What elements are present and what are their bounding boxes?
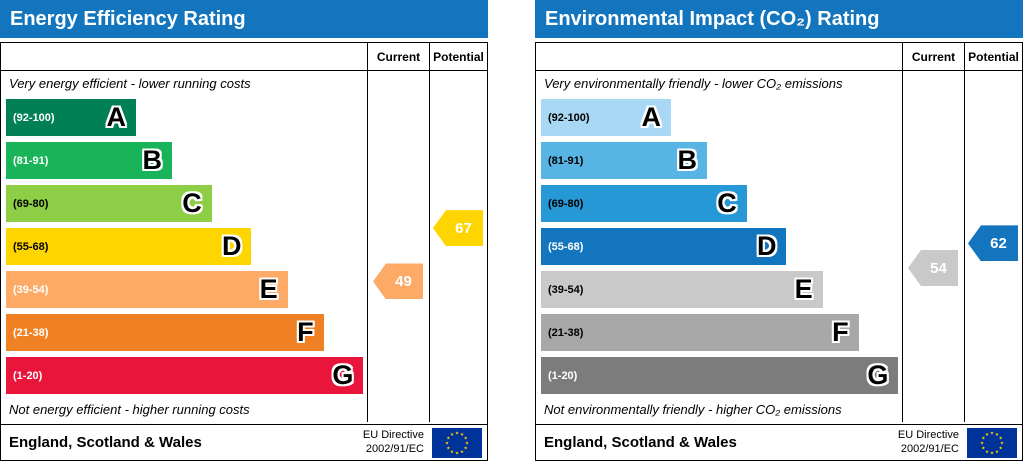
band-row: (81-91) B bbox=[536, 139, 902, 182]
footer-row: England, Scotland & Wales EU Directive 2… bbox=[536, 424, 1022, 460]
band-letter: A bbox=[106, 102, 126, 132]
top-caption: Very environmentally friendly - lower CO… bbox=[544, 76, 843, 91]
current-column bbox=[902, 71, 964, 422]
band-letter: D bbox=[756, 231, 777, 261]
band-bar: (39-54) E bbox=[6, 271, 288, 308]
band-bar: (81-91) B bbox=[541, 142, 708, 179]
band-bar: (21-38) F bbox=[541, 314, 859, 351]
band-row: (69-80) C bbox=[536, 182, 902, 225]
bottom-caption: Not environmentally friendly - higher CO… bbox=[544, 402, 842, 417]
rating-body: Very environmentally friendly - lower CO… bbox=[536, 71, 1022, 424]
band-bar: (69-80) C bbox=[541, 185, 747, 222]
eu-directive-label: EU Directive 2002/91/EC bbox=[363, 429, 424, 457]
band-letter: F bbox=[297, 317, 314, 347]
current-rating-value: 49 bbox=[395, 272, 412, 290]
band-range-label: (21-38) bbox=[13, 326, 49, 339]
band-range-label: (69-80) bbox=[13, 197, 49, 210]
band-letter: D bbox=[221, 231, 242, 261]
band-range-label: (92-100) bbox=[548, 111, 590, 124]
eu-directive-line1: EU Directive bbox=[362, 428, 424, 441]
band-range-label: (69-80) bbox=[548, 197, 584, 210]
band-letter: C bbox=[717, 188, 737, 218]
band-bar: (21-38) F bbox=[6, 314, 324, 351]
rating-table: Current Potential Very environmentally f… bbox=[535, 42, 1023, 461]
band-letter: A bbox=[641, 102, 661, 132]
bottom-caption: Not energy efficient - higher running co… bbox=[9, 402, 250, 417]
potential-column-header: Potential bbox=[429, 43, 487, 70]
band-row: (55-68) D bbox=[1, 225, 367, 268]
band-range-label: (39-54) bbox=[13, 283, 49, 296]
potential-rating-value: 67 bbox=[455, 219, 472, 237]
eu-flag-icon bbox=[432, 427, 482, 458]
band-row: (55-68) D bbox=[536, 225, 902, 268]
band-row: (39-54) E bbox=[1, 268, 367, 311]
band-bar: (55-68) D bbox=[6, 228, 252, 265]
current-column-header: Current bbox=[367, 43, 429, 70]
band-bar: (1-20) G bbox=[541, 357, 899, 394]
eu-directive-line2: 2002/91/EC bbox=[365, 442, 424, 455]
band-bar: (92-100) A bbox=[6, 99, 136, 136]
band-bar: (92-100) A bbox=[541, 99, 671, 136]
current-rating-value: 54 bbox=[930, 259, 947, 277]
potential-column-header: Potential bbox=[964, 43, 1022, 70]
band-letter: C bbox=[182, 188, 202, 218]
band-row: (21-38) F bbox=[1, 311, 367, 354]
band-letter: F bbox=[832, 317, 849, 347]
band-bar: (69-80) C bbox=[6, 185, 212, 222]
band-range-label: (55-68) bbox=[13, 240, 49, 253]
region-label: England, Scotland & Wales bbox=[544, 434, 737, 451]
band-bar: (81-91) B bbox=[6, 142, 173, 179]
band-letter: B bbox=[677, 145, 698, 175]
environmental-impact-chart: Environmental Impact (CO₂) Rating Curren… bbox=[535, 0, 1023, 461]
current-column-header: Current bbox=[902, 43, 964, 70]
header-spacer bbox=[1, 43, 367, 70]
band-letter: E bbox=[794, 274, 813, 304]
band-bar: (39-54) E bbox=[541, 271, 823, 308]
region-label: England, Scotland & Wales bbox=[9, 434, 202, 451]
band-row: (1-20) G bbox=[536, 354, 902, 397]
band-range-label: (39-54) bbox=[548, 283, 584, 296]
chart-title-bar: Energy Efficiency Rating bbox=[0, 0, 488, 38]
band-row: (92-100) A bbox=[1, 96, 367, 139]
current-column bbox=[367, 71, 429, 422]
top-caption: Very energy efficient - lower running co… bbox=[9, 76, 251, 91]
band-bar: (1-20) G bbox=[6, 357, 364, 394]
eu-directive-line1: EU Directive bbox=[897, 428, 959, 441]
eu-directive-line2: 2002/91/EC bbox=[900, 442, 959, 455]
band-bar: (55-68) D bbox=[541, 228, 787, 265]
potential-column bbox=[429, 71, 487, 422]
potential-rating-value: 62 bbox=[990, 234, 1007, 252]
header-spacer bbox=[536, 43, 902, 70]
eu-flag-icon bbox=[967, 427, 1017, 458]
band-letter: B bbox=[142, 145, 163, 175]
band-range-label: (21-38) bbox=[548, 326, 584, 339]
potential-column bbox=[964, 71, 1022, 422]
energy-efficiency-chart: Energy Efficiency Rating Current Potenti… bbox=[0, 0, 488, 461]
column-header-row: Current Potential bbox=[1, 43, 487, 71]
band-range-label: (1-20) bbox=[13, 369, 43, 382]
band-letter: G bbox=[867, 360, 889, 390]
band-range-label: (1-20) bbox=[548, 369, 578, 382]
column-header-row: Current Potential bbox=[536, 43, 1022, 71]
band-row: (92-100) A bbox=[536, 96, 902, 139]
band-row: (21-38) F bbox=[536, 311, 902, 354]
band-range-label: (81-91) bbox=[13, 154, 49, 167]
band-letter: G bbox=[332, 360, 354, 390]
rating-body: Very energy efficient - lower running co… bbox=[1, 71, 487, 424]
band-letter: E bbox=[259, 274, 278, 304]
band-row: (81-91) B bbox=[1, 139, 367, 182]
band-range-label: (55-68) bbox=[548, 240, 584, 253]
band-range-label: (81-91) bbox=[548, 154, 584, 167]
chart-title-bar: Environmental Impact (CO₂) Rating bbox=[535, 0, 1023, 38]
band-row: (39-54) E bbox=[536, 268, 902, 311]
chart-title: Environmental Impact (CO₂) Rating bbox=[545, 7, 880, 30]
band-range-label: (92-100) bbox=[13, 111, 55, 124]
eu-directive-label: EU Directive 2002/91/EC bbox=[898, 429, 959, 457]
rating-table: Current Potential Very energy efficient … bbox=[0, 42, 488, 461]
band-row: (1-20) G bbox=[1, 354, 367, 397]
chart-title: Energy Efficiency Rating bbox=[10, 7, 246, 30]
band-row: (69-80) C bbox=[1, 182, 367, 225]
footer-row: England, Scotland & Wales EU Directive 2… bbox=[1, 424, 487, 460]
